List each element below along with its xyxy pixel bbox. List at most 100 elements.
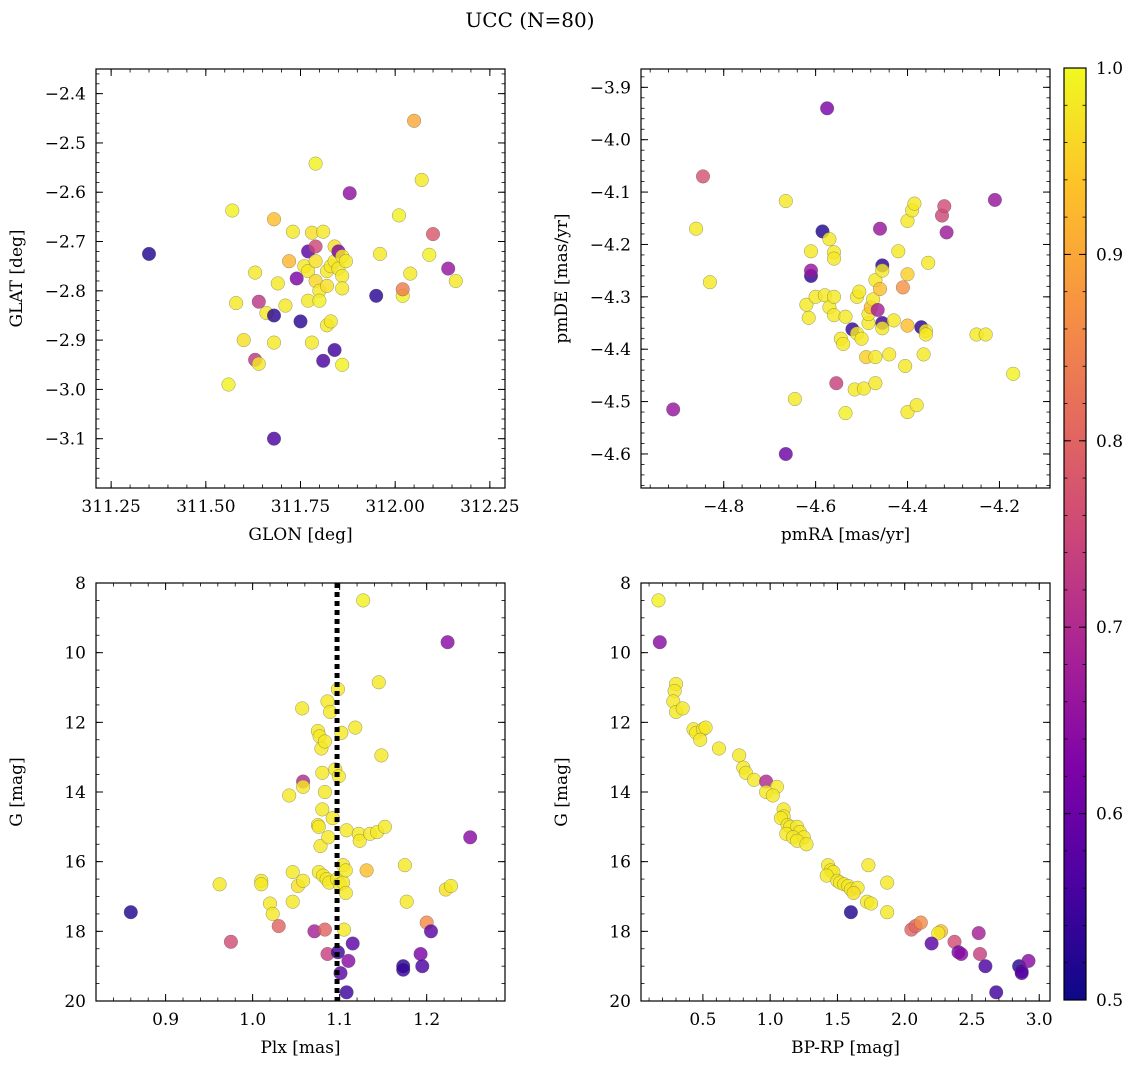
figure-title: UCC (N=80)	[465, 8, 594, 32]
axes-frame	[640, 582, 1051, 1002]
scatter-point	[315, 765, 330, 780]
scatter-point	[695, 169, 711, 184]
scatter-point	[338, 863, 353, 878]
scatter-point	[270, 276, 285, 291]
scatter-point	[296, 873, 311, 888]
colorbar-gradient	[1063, 67, 1087, 1001]
x-axis-label: BP-RP [mag]	[791, 1038, 900, 1058]
y-tick-label: −2.8	[45, 282, 86, 302]
y-tick-label: 16	[609, 853, 631, 873]
scatter-point	[829, 376, 844, 391]
x-tick-label: −4.8	[703, 497, 744, 517]
scatter-point	[282, 254, 297, 269]
scatter-point	[278, 298, 293, 313]
scatter-point	[425, 227, 441, 242]
y-tick-label: 14	[64, 783, 86, 803]
scatter-point	[440, 635, 455, 650]
scatter-point	[407, 113, 422, 128]
scatter-point	[448, 273, 463, 289]
x-tick-label: 311.75	[271, 497, 330, 517]
x-tick-label: 1.0	[757, 1010, 784, 1030]
scatter-point	[838, 406, 853, 421]
scatter-point	[826, 251, 842, 266]
y-tick-label: 8	[75, 574, 86, 594]
scatter-point	[321, 830, 336, 845]
scatter-point	[371, 675, 386, 690]
scatter-point	[822, 232, 837, 247]
x-tick-label: 312.25	[460, 497, 519, 517]
scatter-point	[971, 926, 986, 941]
scatter-point	[909, 398, 924, 413]
scatter-point	[221, 377, 236, 392]
y-tick-label: −2.7	[45, 233, 86, 253]
scatter-point	[891, 244, 906, 259]
scatter-point	[803, 263, 819, 278]
scatter-point	[916, 347, 931, 362]
scatter-point	[875, 263, 890, 278]
y-tick-label: −4.6	[590, 445, 631, 465]
scatter-panel-3: 0.9 1.0 1.1 1.2 8 10 12 14 16 18 20 Plx [mas] G [mag…	[7, 574, 506, 1058]
scatter-point	[345, 936, 360, 951]
colorbar-tick-label: 0.7	[1096, 618, 1123, 638]
scatter-point	[403, 266, 418, 281]
scatter-point	[285, 894, 300, 909]
scatter-point	[339, 823, 354, 838]
scatter-point	[271, 919, 286, 934]
scatter-point	[836, 336, 851, 352]
y-tick-label: −4.0	[590, 131, 631, 151]
y-tick-label: −4.4	[590, 340, 631, 360]
scatter-point	[316, 224, 331, 239]
scatter-point	[689, 221, 704, 236]
scatter-point	[870, 302, 885, 317]
scatter-point	[251, 294, 266, 309]
scatter-point	[801, 310, 816, 325]
scatter-point	[907, 196, 922, 211]
scatter-point	[856, 381, 871, 396]
y-tick-label: −4.2	[590, 235, 631, 255]
scatter-point	[900, 318, 915, 333]
scatter-point	[868, 376, 883, 391]
colorbar-tick-label: 0.9	[1096, 245, 1123, 265]
scatter-point	[304, 335, 319, 350]
scatter-point	[308, 239, 323, 254]
scatter-point	[803, 244, 819, 259]
scatter-point	[397, 858, 412, 873]
x-axis-label: GLON [deg]	[248, 525, 352, 545]
x-tick-label: −4.6	[795, 497, 836, 517]
scatter-point	[895, 280, 910, 295]
scatter-point	[391, 208, 407, 223]
scatter-point	[356, 593, 371, 608]
scatter-point	[820, 101, 835, 116]
y-tick-label: −4.1	[590, 183, 631, 203]
scatter-point	[395, 282, 410, 297]
scatter-point	[266, 431, 282, 446]
scatter-point	[352, 833, 367, 848]
scatter-point	[698, 720, 713, 735]
scatter-point	[693, 732, 708, 747]
scatter-point	[359, 863, 374, 878]
colorbar-tick-label: 1.0	[1096, 59, 1123, 79]
scatter-point	[348, 720, 363, 735]
scatter-point	[317, 784, 332, 800]
scatter-point	[339, 985, 354, 1000]
y-tick-label: −2.4	[45, 85, 86, 105]
scatter-point	[880, 875, 895, 890]
scatter-point	[872, 221, 888, 236]
x-tick-label: 3.0	[1026, 1010, 1053, 1030]
x-tick-label: 1.1	[326, 1010, 353, 1030]
scatter-point	[399, 894, 414, 909]
y-tick-label: −3.1	[45, 430, 86, 450]
scatter-point	[266, 335, 282, 350]
scatter-point	[778, 193, 793, 209]
scatter-point	[212, 877, 227, 892]
scatter-point	[123, 905, 138, 920]
scatter-point	[317, 734, 332, 749]
scatter-point	[939, 225, 954, 240]
y-tick-label: 10	[64, 644, 86, 664]
scatter-point	[333, 966, 348, 981]
scatter-point	[989, 985, 1004, 1000]
scatter-point	[852, 284, 867, 299]
scatter-point	[1014, 966, 1029, 981]
y-axis-label: pmDE [mas/yr]	[552, 213, 572, 343]
y-tick-label: −2.9	[45, 331, 86, 351]
